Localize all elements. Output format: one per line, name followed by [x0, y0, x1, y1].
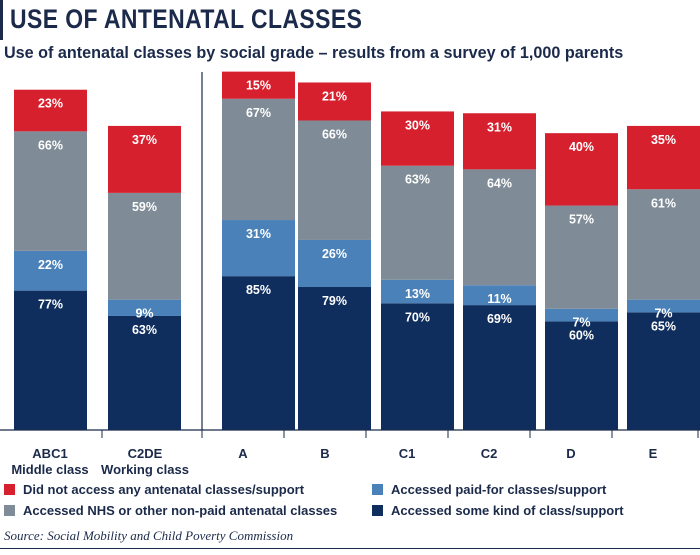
- bar-segment: [381, 111, 454, 166]
- bar-segment: [381, 165, 454, 280]
- bar-segment: [463, 285, 536, 306]
- bar-segment: [14, 290, 87, 430]
- bar-segment: [545, 308, 618, 322]
- title-area: USE OF ANTENATAL CLASSES: [0, 0, 700, 40]
- chart-title: USE OF ANTENATAL CLASSES: [10, 4, 363, 34]
- bar-segment: [222, 98, 295, 221]
- chart-subtitle: Use of antenatal classes by social grade…: [4, 44, 624, 62]
- legend-item-some-kind: Accessed some kind of class/support: [372, 503, 624, 518]
- category-label: D: [566, 446, 575, 461]
- data-label: 65%: [651, 319, 676, 333]
- bar-segment: [108, 315, 181, 430]
- bar-segment: [463, 169, 536, 286]
- bar-segment: [545, 133, 618, 206]
- data-label: 64%: [487, 176, 512, 190]
- data-label: 61%: [651, 196, 676, 210]
- data-label: 23%: [38, 97, 63, 111]
- data-label: 85%: [246, 283, 271, 297]
- data-label: 26%: [322, 247, 347, 261]
- data-label: 30%: [405, 118, 430, 132]
- data-label: 31%: [487, 120, 512, 134]
- data-label: 11%: [487, 292, 511, 306]
- bar-segment: [298, 82, 371, 121]
- data-label: 22%: [38, 258, 63, 272]
- bar-segment: [627, 189, 700, 300]
- category-label: B: [320, 446, 329, 461]
- bar-segment: [222, 71, 295, 99]
- bar-segment: [108, 125, 181, 193]
- category-label: ABC1: [32, 446, 67, 461]
- chart-legend: Did not access any antenatal classes/sup…: [0, 482, 700, 522]
- bar-segment: [298, 287, 371, 430]
- data-label: 66%: [38, 138, 63, 152]
- legend-item-nhs: Accessed NHS or other non-paid antenatal…: [4, 503, 337, 518]
- data-label: 7%: [654, 307, 672, 321]
- data-label: 63%: [132, 323, 157, 337]
- category-label: C2DE: [128, 446, 163, 461]
- legend-swatch-blue: [372, 484, 383, 495]
- data-label: 21%: [322, 89, 347, 103]
- data-label: 63%: [405, 173, 430, 187]
- data-label: 7%: [572, 316, 590, 330]
- legend-swatch-red: [4, 484, 15, 495]
- data-label: 69%: [487, 312, 512, 326]
- legend-swatch-navy: [372, 505, 383, 516]
- category-label: C2: [481, 446, 498, 461]
- data-label: 79%: [322, 294, 347, 308]
- category-label: C1: [399, 446, 416, 461]
- category-label-line2: Working class: [101, 462, 189, 477]
- legend-item-paid-for: Accessed paid-for classes/support: [372, 482, 606, 497]
- source-note: Source: Social Mobility and Child Povert…: [4, 528, 294, 543]
- bar-segment: [627, 125, 700, 190]
- legend-label: Accessed paid-for classes/support: [391, 482, 607, 497]
- legend-label: Did not access any antenatal classes/sup…: [23, 482, 305, 497]
- bar-segment: [298, 239, 371, 288]
- bar-segment: [381, 279, 454, 304]
- data-label: 57%: [569, 213, 594, 227]
- bar-segment: [463, 305, 536, 430]
- bar-segment: [108, 299, 181, 316]
- data-label: 15%: [246, 79, 271, 93]
- category-label: E: [649, 446, 658, 461]
- legend-item-did-not-access: Did not access any antenatal classes/sup…: [4, 482, 304, 497]
- bar-segment: [298, 120, 371, 240]
- bar-segment: [14, 250, 87, 291]
- bar-segment: [14, 131, 87, 251]
- legend-label: Accessed NHS or other non-paid antenatal…: [23, 503, 338, 518]
- bar-segment: [463, 113, 536, 170]
- legend-label: Accessed some kind of class/support: [391, 503, 624, 518]
- data-label: 9%: [135, 307, 153, 321]
- bottom-rule: [0, 548, 700, 549]
- data-label: 66%: [322, 127, 347, 141]
- bar-segment: [381, 303, 454, 430]
- data-label: 35%: [651, 133, 676, 147]
- bar-segment: [222, 220, 295, 277]
- data-label: 60%: [569, 328, 594, 342]
- data-label: 77%: [38, 298, 63, 312]
- category-label: A: [238, 446, 248, 461]
- bar-segment: [108, 192, 181, 300]
- bar-segment: [545, 205, 618, 309]
- title-accent-bar: [0, 0, 3, 40]
- bar-segment: [627, 299, 700, 313]
- data-label: 13%: [405, 287, 430, 301]
- data-label: 70%: [405, 310, 430, 324]
- data-label: 67%: [246, 106, 271, 120]
- bar-segment: [14, 89, 87, 132]
- category-label-line2: Middle class: [11, 462, 88, 477]
- bar-segment: [627, 312, 700, 430]
- data-label: 31%: [246, 227, 271, 241]
- bar-segment: [545, 321, 618, 430]
- data-label: 40%: [569, 140, 594, 154]
- data-label: 37%: [132, 133, 157, 147]
- data-label: 59%: [132, 200, 157, 214]
- legend-swatch-grey: [4, 505, 15, 516]
- bar-segment: [222, 276, 295, 430]
